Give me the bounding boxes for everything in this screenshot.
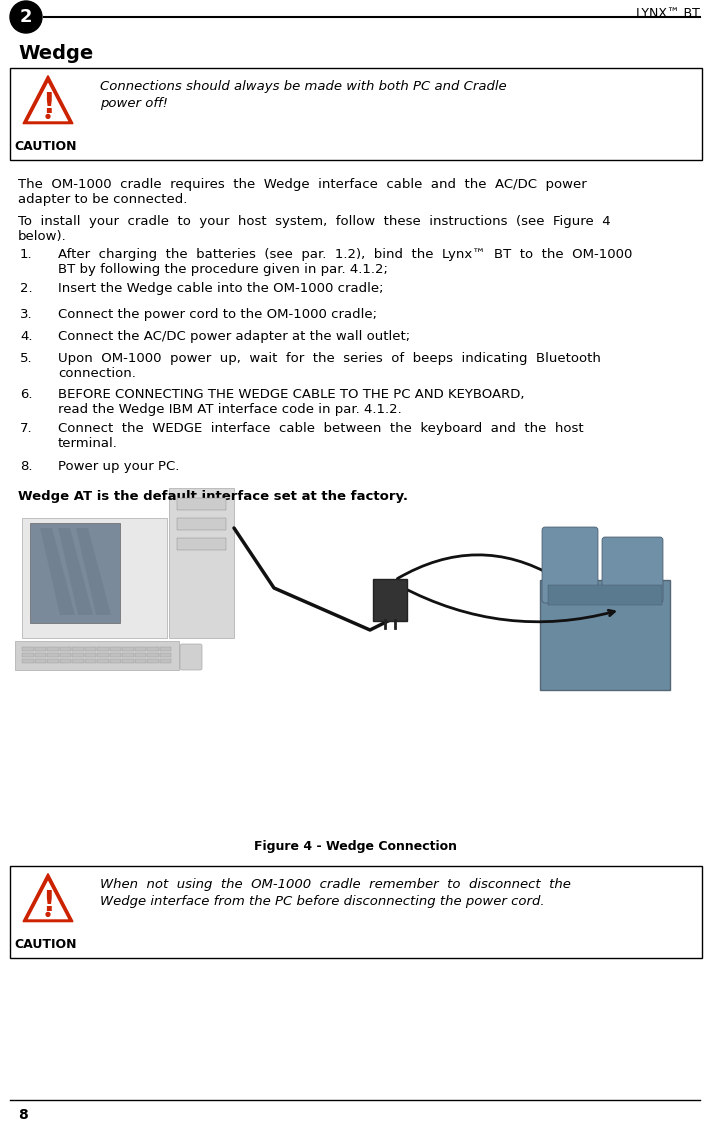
FancyBboxPatch shape (97, 653, 108, 657)
FancyBboxPatch shape (72, 647, 83, 651)
FancyBboxPatch shape (60, 653, 71, 657)
FancyBboxPatch shape (34, 659, 46, 663)
FancyBboxPatch shape (169, 488, 234, 638)
FancyBboxPatch shape (15, 641, 179, 669)
FancyBboxPatch shape (22, 518, 167, 638)
FancyBboxPatch shape (47, 647, 58, 651)
Text: When  not  using  the  OM-1000  cradle  remember  to  disconnect  the: When not using the OM-1000 cradle rememb… (100, 878, 571, 891)
Text: Connect the power cord to the OM-1000 cradle;: Connect the power cord to the OM-1000 cr… (58, 308, 377, 321)
FancyBboxPatch shape (147, 659, 159, 663)
FancyBboxPatch shape (159, 647, 171, 651)
Text: 1.: 1. (20, 248, 33, 261)
Circle shape (46, 912, 50, 917)
FancyBboxPatch shape (110, 659, 121, 663)
FancyBboxPatch shape (177, 498, 226, 510)
Text: The  OM-1000  cradle  requires  the  Wedge  interface  cable  and  the  AC/DC  p: The OM-1000 cradle requires the Wedge in… (18, 178, 587, 191)
FancyBboxPatch shape (135, 647, 146, 651)
FancyBboxPatch shape (147, 647, 159, 651)
Text: 4.: 4. (20, 330, 33, 343)
FancyBboxPatch shape (85, 653, 96, 657)
Text: 3.: 3. (20, 308, 33, 321)
Text: After  charging  the  batteries  (see  par.  1.2),  bind  the  Lynx™  BT  to  th: After charging the batteries (see par. 1… (58, 248, 632, 261)
FancyBboxPatch shape (30, 523, 120, 623)
FancyBboxPatch shape (85, 647, 96, 651)
FancyBboxPatch shape (122, 659, 134, 663)
Text: Upon  OM-1000  power  up,  wait  for  the  series  of  beeps  indicating  Blueto: Upon OM-1000 power up, wait for the seri… (58, 352, 601, 365)
Circle shape (10, 1, 42, 33)
FancyBboxPatch shape (548, 585, 662, 605)
Text: Connections should always be made with both PC and Cradle: Connections should always be made with b… (100, 80, 507, 93)
Text: 8.: 8. (20, 460, 33, 473)
Text: LYNX™ BT: LYNX™ BT (636, 7, 700, 20)
FancyBboxPatch shape (180, 644, 202, 669)
FancyBboxPatch shape (34, 647, 46, 651)
Text: 7.: 7. (20, 422, 33, 435)
Text: To  install  your  cradle  to  your  host  system,  follow  these  instructions : To install your cradle to your host syst… (18, 215, 611, 228)
FancyBboxPatch shape (22, 647, 33, 651)
FancyBboxPatch shape (542, 527, 598, 603)
FancyBboxPatch shape (72, 659, 83, 663)
Text: terminal.: terminal. (58, 437, 118, 450)
FancyBboxPatch shape (22, 659, 33, 663)
Text: 2: 2 (20, 8, 32, 26)
Text: CAUTION: CAUTION (15, 140, 77, 154)
FancyBboxPatch shape (60, 647, 71, 651)
Text: !: ! (42, 90, 54, 119)
Text: Connect  the  WEDGE  interface  cable  between  the  keyboard  and  the  host: Connect the WEDGE interface cable betwee… (58, 422, 584, 435)
Polygon shape (23, 76, 73, 123)
FancyBboxPatch shape (34, 653, 46, 657)
Text: below).: below). (18, 230, 67, 243)
Polygon shape (76, 528, 111, 615)
Polygon shape (28, 82, 68, 121)
Text: CAUTION: CAUTION (15, 938, 77, 951)
FancyBboxPatch shape (110, 653, 121, 657)
Text: BEFORE CONNECTING THE WEDGE CABLE TO THE PC AND KEYBOARD,: BEFORE CONNECTING THE WEDGE CABLE TO THE… (58, 388, 525, 401)
FancyBboxPatch shape (147, 653, 159, 657)
FancyBboxPatch shape (72, 653, 83, 657)
Text: 6.: 6. (20, 388, 33, 401)
FancyBboxPatch shape (10, 866, 702, 959)
Text: Wedge: Wedge (18, 44, 93, 63)
Polygon shape (28, 881, 68, 919)
FancyBboxPatch shape (22, 653, 33, 657)
Text: Power up your PC.: Power up your PC. (58, 460, 179, 473)
Text: BT by following the procedure given in par. 4.1.2;: BT by following the procedure given in p… (58, 263, 388, 275)
FancyBboxPatch shape (47, 659, 58, 663)
FancyBboxPatch shape (602, 537, 663, 603)
FancyBboxPatch shape (10, 68, 702, 160)
Text: !: ! (42, 889, 54, 917)
FancyBboxPatch shape (135, 653, 146, 657)
FancyBboxPatch shape (177, 539, 226, 550)
FancyBboxPatch shape (540, 580, 670, 690)
FancyBboxPatch shape (110, 647, 121, 651)
Text: Figure 4 - Wedge Connection: Figure 4 - Wedge Connection (254, 840, 458, 854)
FancyBboxPatch shape (47, 653, 58, 657)
Text: power off!: power off! (100, 97, 168, 110)
FancyBboxPatch shape (122, 653, 134, 657)
FancyBboxPatch shape (159, 653, 171, 657)
Text: 8: 8 (18, 1108, 28, 1122)
Text: read the Wedge IBM AT interface code in par. 4.1.2.: read the Wedge IBM AT interface code in … (58, 403, 402, 415)
Text: Connect the AC/DC power adapter at the wall outlet;: Connect the AC/DC power adapter at the w… (58, 330, 410, 343)
FancyBboxPatch shape (135, 659, 146, 663)
Polygon shape (40, 528, 75, 615)
Polygon shape (58, 528, 93, 615)
FancyBboxPatch shape (85, 659, 96, 663)
FancyBboxPatch shape (97, 647, 108, 651)
Text: adapter to be connected.: adapter to be connected. (18, 193, 187, 205)
FancyBboxPatch shape (159, 659, 171, 663)
FancyBboxPatch shape (177, 518, 226, 530)
Text: 5.: 5. (20, 352, 33, 365)
Text: 2.: 2. (20, 282, 33, 295)
FancyBboxPatch shape (60, 659, 71, 663)
Text: Wedge AT is the default interface set at the factory.: Wedge AT is the default interface set at… (18, 490, 408, 504)
Text: Insert the Wedge cable into the OM-1000 cradle;: Insert the Wedge cable into the OM-1000 … (58, 282, 384, 295)
Text: Wedge interface from the PC before disconnecting the power cord.: Wedge interface from the PC before disco… (100, 895, 545, 908)
FancyBboxPatch shape (122, 647, 134, 651)
Circle shape (46, 114, 50, 119)
Text: connection.: connection. (58, 367, 136, 380)
FancyBboxPatch shape (373, 579, 407, 621)
Polygon shape (23, 874, 73, 921)
FancyBboxPatch shape (97, 659, 108, 663)
